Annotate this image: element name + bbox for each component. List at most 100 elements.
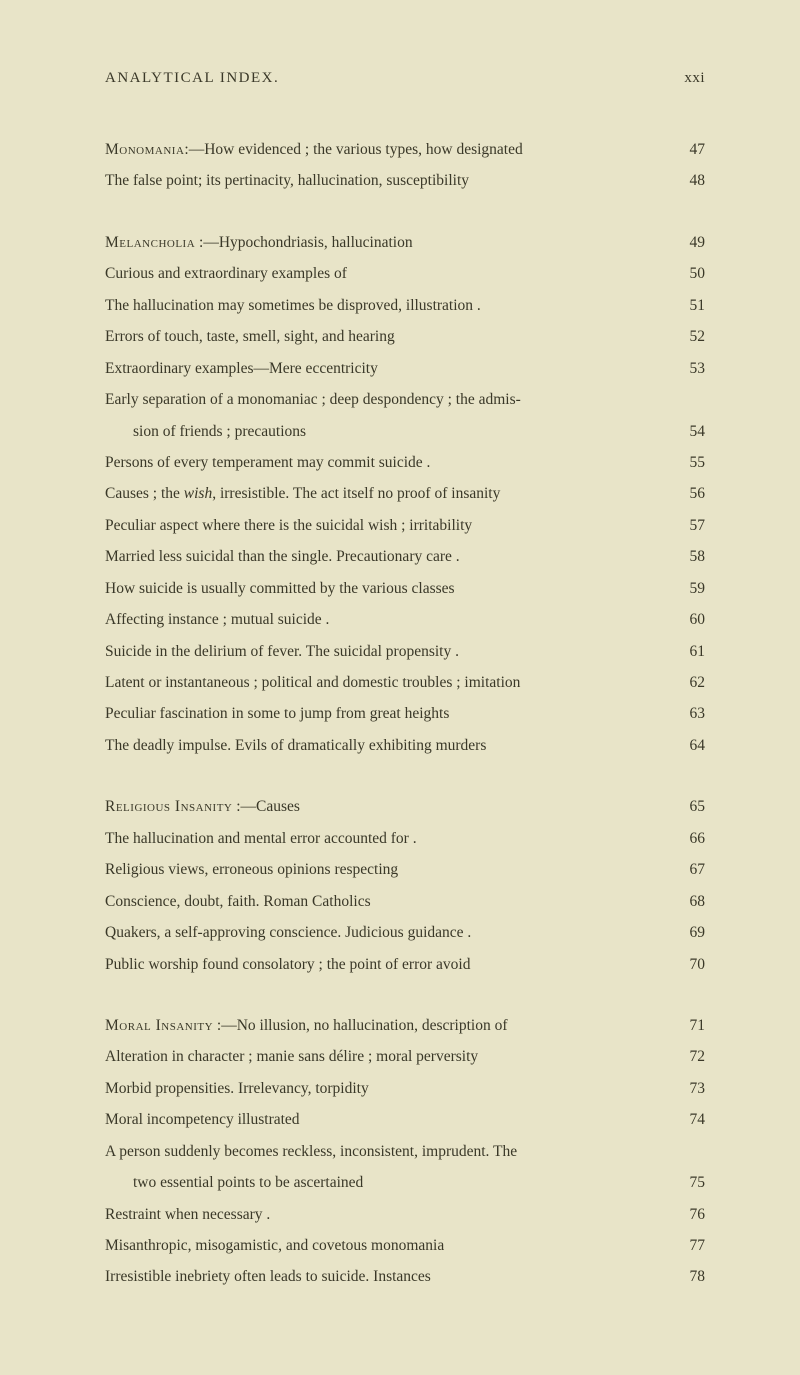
entry-text: Moral incompetency illustrated xyxy=(105,1105,677,1134)
page-header: ANALYTICAL INDEX. xxi xyxy=(105,70,705,87)
index-entry: Suicide in the delirium of fever. The su… xyxy=(105,637,705,666)
entry-text: Affecting instance ; mutual suicide . xyxy=(105,605,677,634)
index-entry: How suicide is usually committed by the … xyxy=(105,574,705,603)
entry-page: 67 xyxy=(677,855,705,884)
index-entry: Causes ; the wish, irresistible. The act… xyxy=(105,479,705,508)
entry-heading: Melancholia xyxy=(105,234,195,251)
entry-text: Quakers, a self-approving conscience. Ju… xyxy=(105,918,677,947)
index-entry: The hallucination and mental error accou… xyxy=(105,824,705,853)
entry-page: 64 xyxy=(677,731,705,760)
entry-text: Married less suicidal than the single. P… xyxy=(105,542,677,571)
entry-text: Curious and extraordinary examples of xyxy=(105,259,677,288)
entry-text: Melancholia :—Hypochondriasis, hallucina… xyxy=(105,228,677,257)
index-entry: Persons of every temperament may commit … xyxy=(105,448,705,477)
index-entry: Latent or instantaneous ; political and … xyxy=(105,668,705,697)
entry-text: sion of friends ; precautions xyxy=(105,417,677,446)
entry-text: Peculiar fascination in some to jump fro… xyxy=(105,699,677,728)
entry-text: Religious Insanity :—Causes xyxy=(105,792,677,821)
entry-page: 73 xyxy=(677,1074,705,1103)
entry-page: 77 xyxy=(677,1231,705,1260)
entry-heading: Monomania xyxy=(105,141,184,158)
index-entry: Public worship found consolatory ; the p… xyxy=(105,950,705,979)
index-entry: Morbid propensities. Irrelevancy, torpid… xyxy=(105,1074,705,1103)
index-entry: Married less suicidal than the single. P… xyxy=(105,542,705,571)
entry-page: 59 xyxy=(677,574,705,603)
entry-page: 52 xyxy=(677,322,705,351)
index-entry: Quakers, a self-approving conscience. Ju… xyxy=(105,918,705,947)
entry-text: Moral Insanity :—No illusion, no halluci… xyxy=(105,1011,677,1040)
entry-page: 56 xyxy=(677,479,705,508)
index-entry: The false point; its pertinacity, halluc… xyxy=(105,166,705,195)
entry-text-italic: wish xyxy=(184,485,212,502)
index-entry: Alteration in character ; manie sans dél… xyxy=(105,1042,705,1071)
index-entry: Melancholia :—Hypochondriasis, hallucina… xyxy=(105,228,705,257)
index-entry: Curious and extraordinary examples of50 xyxy=(105,259,705,288)
entry-text: Misanthropic, misogamistic, and covetous… xyxy=(105,1231,677,1260)
entry-text-pre: Causes ; the xyxy=(105,485,184,502)
index-section: Moral Insanity :—No illusion, no halluci… xyxy=(105,1011,705,1292)
entry-text-rest: :—How evidenced ; the various types, how… xyxy=(184,141,522,158)
entry-page: 76 xyxy=(677,1200,705,1229)
index-entry: Affecting instance ; mutual suicide .60 xyxy=(105,605,705,634)
index-section: Melancholia :—Hypochondriasis, hallucina… xyxy=(105,228,705,760)
entry-page: 66 xyxy=(677,824,705,853)
index-entry: Early separation of a monomaniac ; deep … xyxy=(105,385,705,414)
entry-page: 57 xyxy=(677,511,705,540)
entry-text: Morbid propensities. Irrelevancy, torpid… xyxy=(105,1074,677,1103)
index-entry: The deadly impulse. Evils of dramaticall… xyxy=(105,731,705,760)
entry-page: 65 xyxy=(677,792,705,821)
index-content: Monomania:—How evidenced ; the various t… xyxy=(105,135,705,1292)
index-entry: Moral incompetency illustrated74 xyxy=(105,1105,705,1134)
entry-text: Persons of every temperament may commit … xyxy=(105,448,677,477)
entry-page: 48 xyxy=(677,166,705,195)
entry-text: Peculiar aspect where there is the suici… xyxy=(105,511,677,540)
entry-page: 70 xyxy=(677,950,705,979)
entry-text: two essential points to be ascertained xyxy=(105,1168,677,1197)
entry-page: 60 xyxy=(677,605,705,634)
entry-text: A person suddenly becomes reckless, inco… xyxy=(105,1137,677,1166)
entry-text-rest: :—No illusion, no hallucination, descrip… xyxy=(213,1017,507,1034)
index-section: Religious Insanity :—Causes65The halluci… xyxy=(105,792,705,979)
index-entry: Misanthropic, misogamistic, and covetous… xyxy=(105,1231,705,1260)
index-entry: The hallucination may sometimes be dispr… xyxy=(105,291,705,320)
entry-page: 58 xyxy=(677,542,705,571)
index-entry: Peculiar fascination in some to jump fro… xyxy=(105,699,705,728)
entry-text-rest: :—Causes xyxy=(232,798,300,815)
header-title: ANALYTICAL INDEX. xyxy=(105,70,279,87)
index-entry: Religious views, erroneous opinions resp… xyxy=(105,855,705,884)
entry-page: 49 xyxy=(677,228,705,257)
entry-page: 75 xyxy=(677,1168,705,1197)
entry-text: How suicide is usually committed by the … xyxy=(105,574,677,603)
entry-text: Extraordinary examples—Mere eccentricity xyxy=(105,354,677,383)
entry-text: The false point; its pertinacity, halluc… xyxy=(105,166,677,195)
index-entry: Restraint when necessary .76 xyxy=(105,1200,705,1229)
entry-text-post: , irresistible. The act itself no proof … xyxy=(212,485,500,502)
entry-page: 47 xyxy=(677,135,705,164)
index-entry: Moral Insanity :—No illusion, no halluci… xyxy=(105,1011,705,1040)
index-entry: Irresistible inebriety often leads to su… xyxy=(105,1262,705,1291)
entry-text-rest: :—Hypochondriasis, hallucination xyxy=(195,234,412,251)
entry-heading: Religious Insanity xyxy=(105,798,232,815)
index-entry: two essential points to be ascertained75 xyxy=(105,1168,705,1197)
entry-text: Monomania:—How evidenced ; the various t… xyxy=(105,135,677,164)
entry-page: 55 xyxy=(677,448,705,477)
entry-text: Public worship found consolatory ; the p… xyxy=(105,950,677,979)
entry-text: The deadly impulse. Evils of dramaticall… xyxy=(105,731,677,760)
entry-page: 54 xyxy=(677,417,705,446)
entry-text: Errors of touch, taste, smell, sight, an… xyxy=(105,322,677,351)
entry-text: Early separation of a monomaniac ; deep … xyxy=(105,385,677,414)
entry-page: 68 xyxy=(677,887,705,916)
entry-page: 63 xyxy=(677,699,705,728)
index-entry: Peculiar aspect where there is the suici… xyxy=(105,511,705,540)
entry-text: Conscience, doubt, faith. Roman Catholic… xyxy=(105,887,677,916)
entry-page: 53 xyxy=(677,354,705,383)
entry-text: Restraint when necessary . xyxy=(105,1200,677,1229)
entry-page: 74 xyxy=(677,1105,705,1134)
entry-text: Alteration in character ; manie sans dél… xyxy=(105,1042,677,1071)
entry-text: Latent or instantaneous ; political and … xyxy=(105,668,677,697)
index-entry: Monomania:—How evidenced ; the various t… xyxy=(105,135,705,164)
index-section: Monomania:—How evidenced ; the various t… xyxy=(105,135,705,196)
index-entry: Conscience, doubt, faith. Roman Catholic… xyxy=(105,887,705,916)
index-entry: A person suddenly becomes reckless, inco… xyxy=(105,1137,705,1166)
entry-heading: Moral Insanity xyxy=(105,1017,213,1034)
